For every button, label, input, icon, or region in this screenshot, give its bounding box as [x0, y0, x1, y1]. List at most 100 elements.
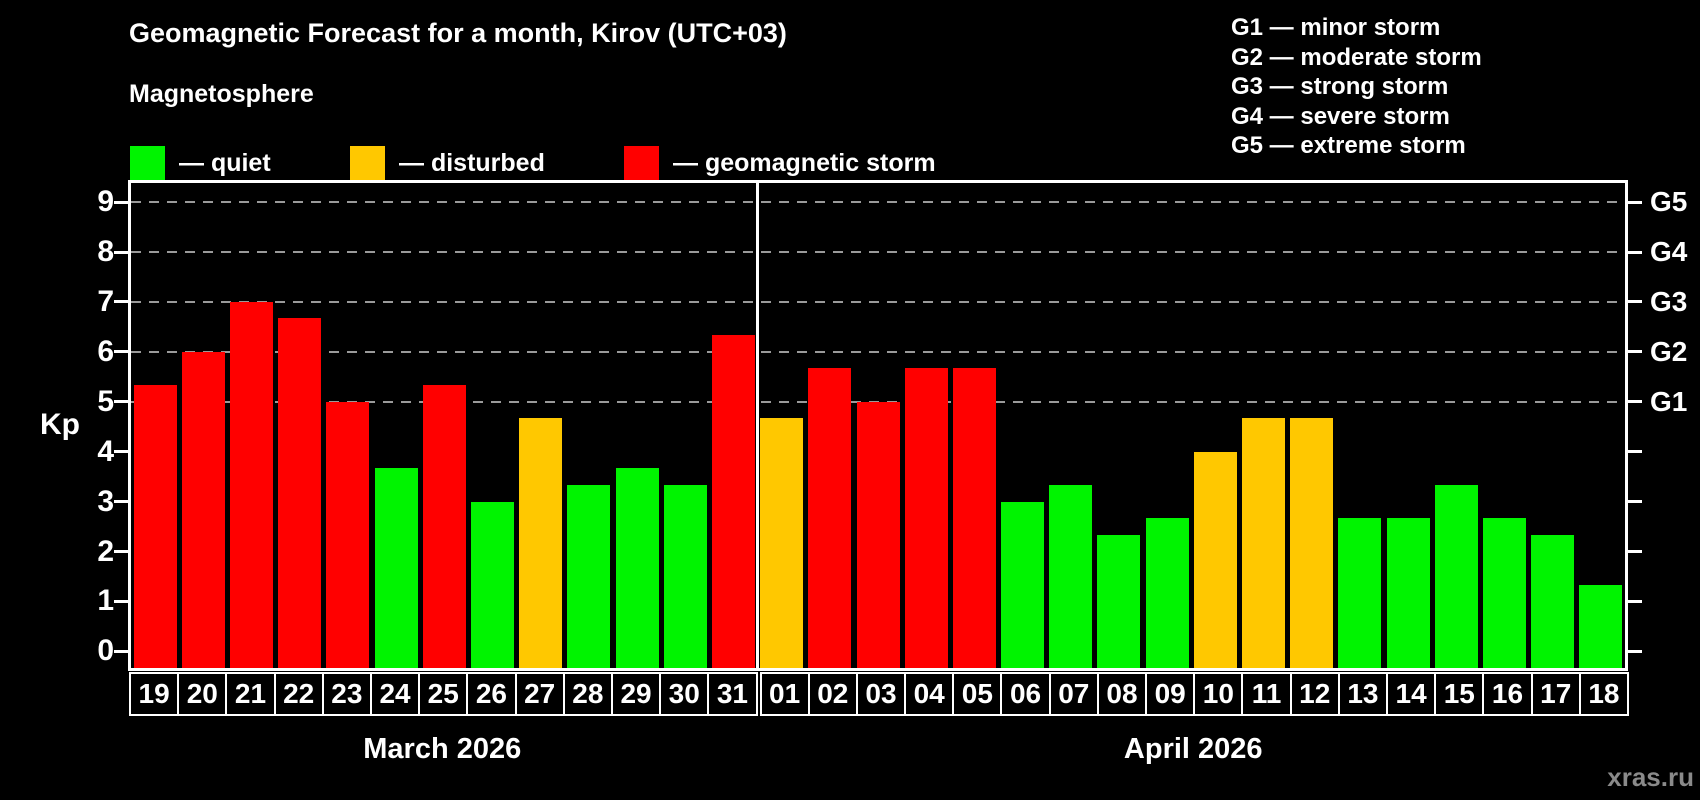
bar-april-2026-09: [1145, 518, 1189, 668]
date-cell-march-2026-19: 19: [129, 672, 180, 716]
y-tick-right-8: [1628, 250, 1642, 254]
bar-march-2026-21: [229, 301, 273, 668]
date-cell-april-2026-05: 05: [952, 672, 1003, 716]
bar-march-2026-20: [181, 351, 225, 668]
g-legend-line-g2: G2 — moderate storm: [1231, 43, 1482, 71]
g-legend-line-g3: G3 — strong storm: [1231, 73, 1449, 101]
month-divider: [756, 183, 760, 668]
legend-label-quiet: — quiet: [179, 149, 271, 177]
y-tick-left-9: [114, 200, 128, 204]
y-axis-label-1: 1: [97, 584, 114, 618]
y-tick-left-5: [114, 400, 128, 404]
bar-march-2026-19: [133, 385, 177, 668]
date-cell-march-2026-27: 27: [514, 672, 565, 716]
bar-april-2026-17: [1531, 535, 1575, 668]
y-axis-label-7: 7: [97, 284, 114, 318]
y-axis-label-8: 8: [97, 235, 114, 269]
gridline-kp-5: [131, 400, 1625, 403]
plot-area: [128, 180, 1628, 671]
g-scale-legend: G1 — minor storm G2 — moderate storm G3 …: [1231, 13, 1482, 161]
bar-april-2026-04: [904, 368, 948, 668]
y-tick-left-3: [114, 500, 128, 504]
date-cell-march-2026-28: 28: [562, 672, 613, 716]
bar-april-2026-13: [1338, 518, 1382, 668]
y-tick-right-1: [1628, 599, 1642, 603]
g-legend-line-g1: G1 — minor storm: [1231, 14, 1441, 41]
y-tick-right-3: [1628, 500, 1642, 504]
date-cell-march-2026-25: 25: [418, 672, 469, 716]
y-tick-right-4: [1628, 450, 1642, 454]
bar-march-2026-26: [470, 501, 514, 668]
g-axis-label-g5: G5: [1650, 186, 1688, 218]
date-cell-march-2026-31: 31: [707, 672, 758, 716]
bar-april-2026-10: [1193, 451, 1237, 668]
y-tick-left-6: [114, 350, 128, 354]
bar-march-2026-31: [711, 335, 755, 668]
y-tick-left-7: [114, 300, 128, 304]
date-cell-march-2026-20: 20: [177, 672, 228, 716]
date-cell-april-2026-03: 03: [855, 672, 907, 716]
month-label-april-2026: April 2026: [1123, 733, 1263, 765]
y-axis-label-6: 6: [97, 334, 114, 368]
date-cell-march-2026-24: 24: [369, 672, 421, 716]
magnetosphere-subtitle: Magnetosphere: [129, 80, 314, 108]
bar-march-2026-25: [422, 385, 466, 668]
bar-march-2026-23: [326, 401, 370, 668]
date-cell-april-2026-08: 08: [1096, 672, 1148, 716]
date-cell-april-2026-07: 07: [1048, 672, 1099, 716]
legend-item-disturbed: — disturbed: [350, 146, 545, 181]
legend-item-storm: — geomagnetic storm: [624, 146, 936, 181]
storm-color-swatch: [624, 146, 659, 181]
date-cell-march-2026-23: 23: [321, 672, 372, 716]
y-tick-right-0: [1628, 649, 1642, 653]
bar-april-2026-05: [952, 368, 996, 668]
y-axis-label-3: 3: [97, 484, 114, 518]
legend-label-storm: — geomagnetic storm: [673, 149, 936, 177]
bar-march-2026-27: [519, 418, 563, 668]
gridline-kp-9: [131, 201, 1625, 204]
date-cell-march-2026-21: 21: [225, 672, 276, 716]
gridline-kp-7: [131, 300, 1625, 303]
bar-april-2026-18: [1579, 585, 1623, 668]
y-axis-label-0: 0: [97, 634, 114, 668]
bar-april-2026-14: [1386, 518, 1430, 668]
date-cell-april-2026-14: 14: [1386, 672, 1437, 716]
bar-april-2026-02: [808, 368, 852, 668]
y-axis-label-5: 5: [97, 384, 114, 418]
quiet-color-swatch: [130, 146, 165, 181]
date-cell-march-2026-26: 26: [466, 672, 517, 716]
date-cell-april-2026-01: 01: [759, 672, 810, 716]
date-cell-april-2026-11: 11: [1241, 672, 1292, 716]
bar-april-2026-12: [1290, 418, 1334, 668]
y-tick-right-6: [1628, 350, 1642, 354]
date-cell-april-2026-04: 04: [904, 672, 955, 716]
g-axis-label-g2: G2: [1650, 335, 1688, 367]
bar-april-2026-06: [1001, 501, 1045, 668]
bar-april-2026-15: [1434, 485, 1478, 668]
bar-march-2026-28: [567, 485, 611, 668]
date-cell-march-2026-29: 29: [610, 672, 662, 716]
bar-april-2026-08: [1097, 535, 1141, 668]
y-tick-right-2: [1628, 550, 1642, 554]
date-cell-april-2026-02: 02: [807, 672, 858, 716]
bar-march-2026-22: [278, 318, 322, 668]
y-tick-left-2: [114, 550, 128, 554]
bar-april-2026-16: [1483, 518, 1527, 668]
date-cell-april-2026-16: 16: [1482, 672, 1533, 716]
date-cell-april-2026-12: 12: [1289, 672, 1340, 716]
date-cell-april-2026-17: 17: [1530, 672, 1581, 716]
bar-april-2026-01: [760, 418, 804, 668]
page-title: Geomagnetic Forecast for a month, Kirov …: [129, 18, 787, 48]
bar-april-2026-11: [1242, 418, 1286, 668]
y-axis-label-2: 2: [97, 534, 114, 568]
disturbed-color-swatch: [350, 146, 385, 181]
gridline-kp-8: [131, 251, 1625, 254]
date-cell-march-2026-30: 30: [659, 672, 710, 716]
date-cell-april-2026-10: 10: [1193, 672, 1244, 716]
y-tick-left-0: [114, 649, 128, 653]
bar-april-2026-03: [856, 401, 900, 668]
legend-label-disturbed: — disturbed: [399, 149, 545, 177]
y-tick-right-7: [1628, 300, 1642, 304]
month-label-march-2026: March 2026: [363, 733, 522, 765]
